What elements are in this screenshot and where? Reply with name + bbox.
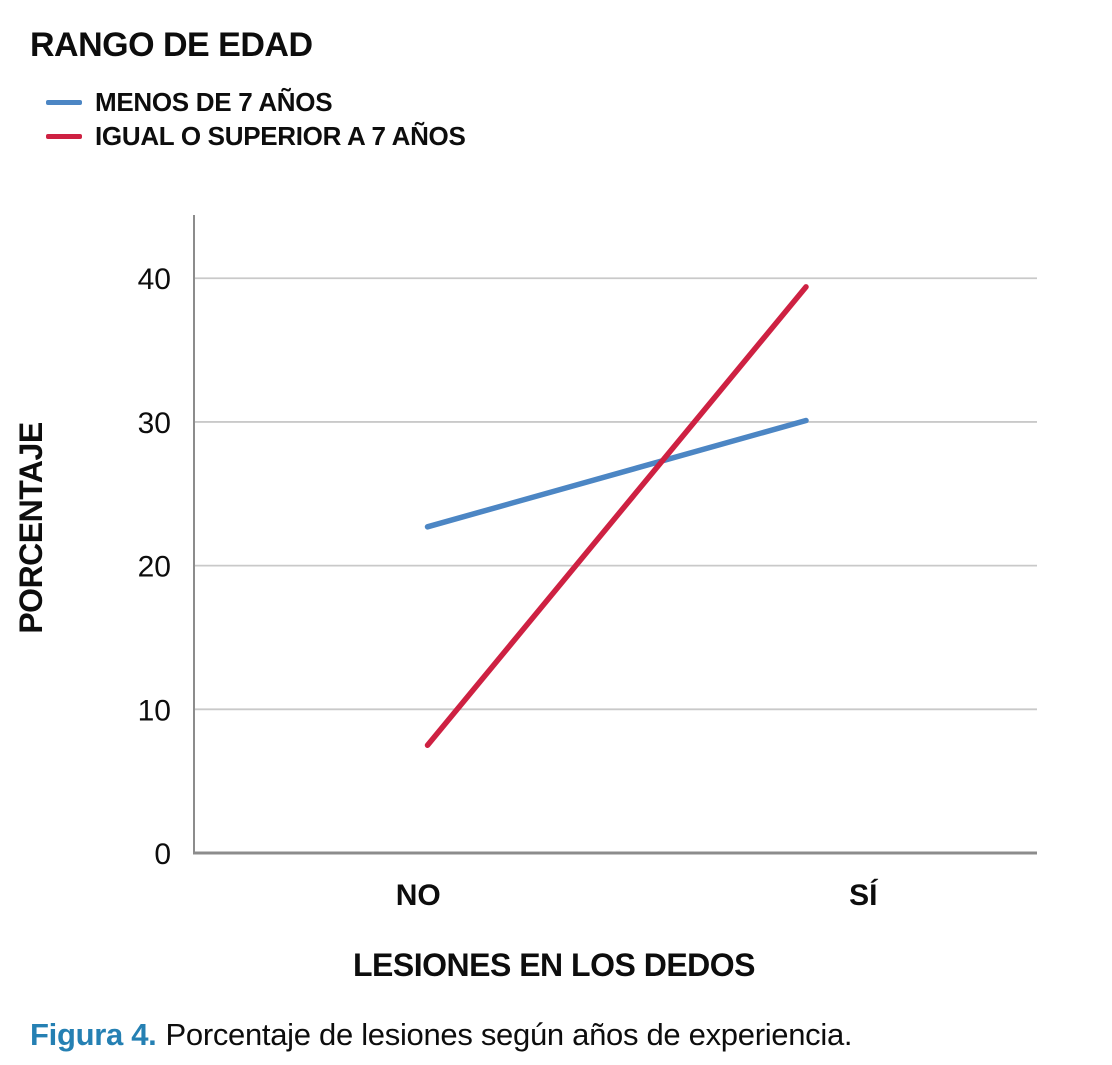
series-line: [424, 417, 809, 530]
figure-caption: Figura 4. Porcentaje de lesiones según añ…: [30, 1017, 853, 1053]
legend-item-label: IGUAL O SUPERIOR A 7 AÑOS: [95, 120, 466, 151]
legend-line-swatch: [46, 99, 82, 105]
legend-item: IGUAL O SUPERIOR A 7 AÑOS: [46, 120, 466, 151]
legend-item-label: MENOS DE 7 AÑOS: [95, 86, 333, 117]
y-tick-label: 0: [154, 838, 171, 871]
x-tick-label: SÍ: [849, 878, 878, 912]
x-axis-title: LESIONES EN LOS DEDOS: [353, 947, 755, 983]
y-tick-label: 30: [138, 407, 171, 440]
y-tick-label: 20: [138, 551, 171, 584]
y-tick-label: 40: [138, 263, 171, 296]
figure-caption-text: Porcentaje de lesiones según años de exp…: [165, 1017, 853, 1052]
y-axis-title: PORCENTAJE: [13, 422, 49, 633]
legend-line-swatch: [46, 133, 82, 139]
series-line: [424, 284, 809, 748]
y-tick-label: 10: [138, 694, 171, 727]
x-tick-label: NO: [396, 879, 441, 912]
legend-item: MENOS DE 7 AÑOS: [46, 86, 466, 117]
legend-title: RANGO DE EDAD: [30, 26, 313, 64]
chart-legend: MENOS DE 7 AÑOS IGUAL O SUPERIOR A 7 AÑOS: [46, 86, 466, 151]
figure-caption-label: Figura 4.: [30, 1017, 157, 1052]
